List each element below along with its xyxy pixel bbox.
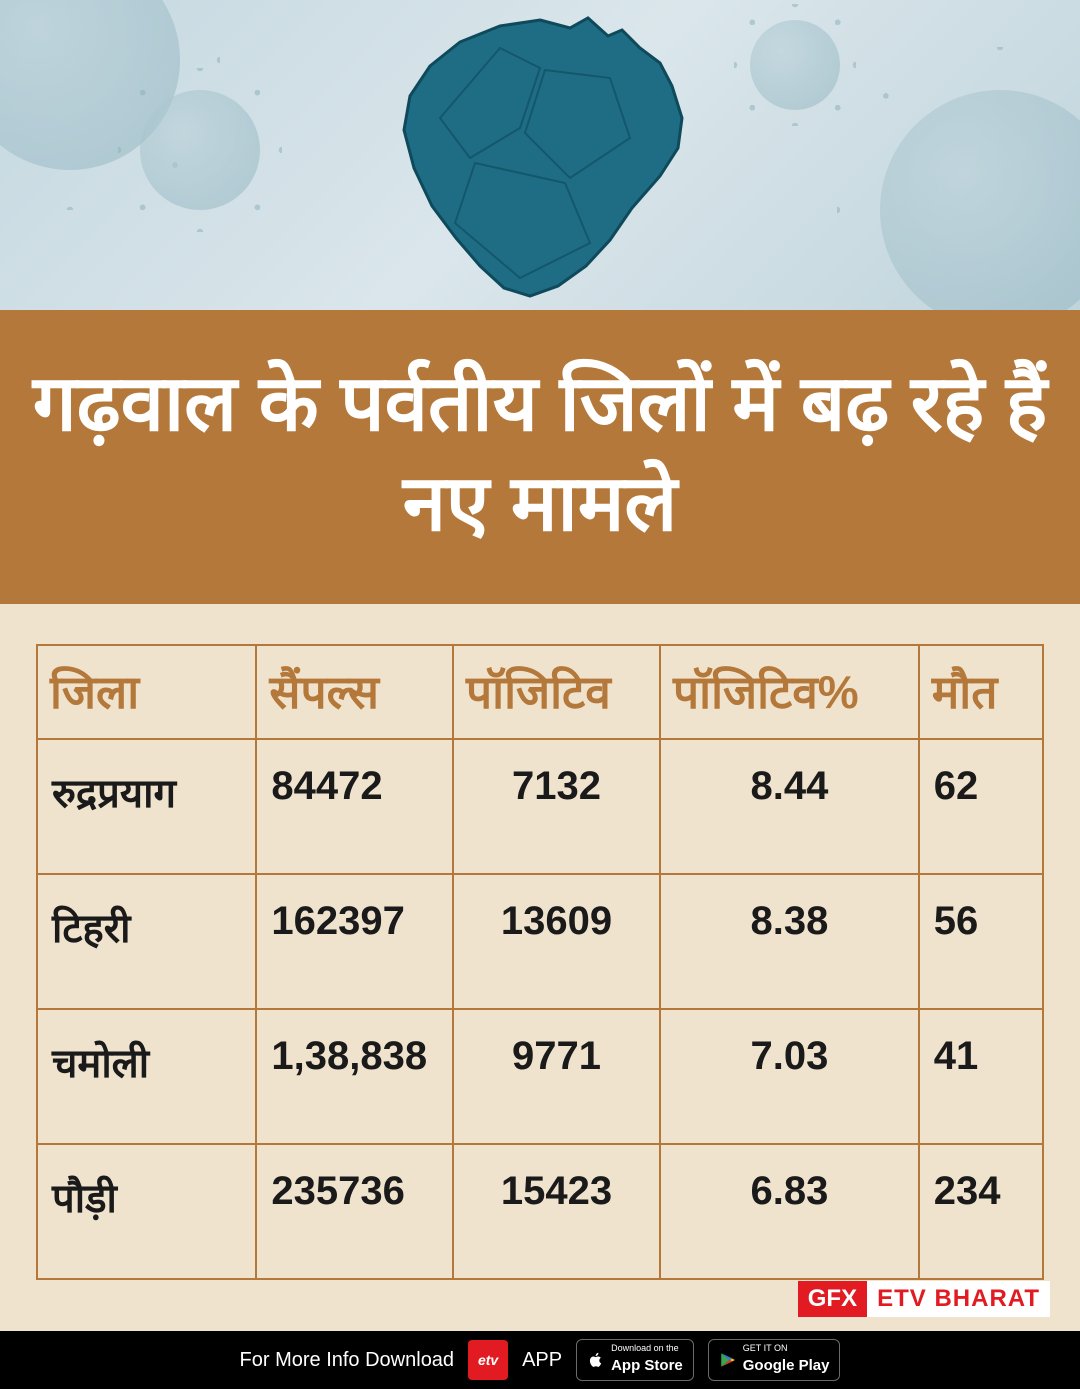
- virus-decoration: [750, 20, 840, 110]
- cell-positive: 13609: [453, 874, 660, 1009]
- table-row: टिहरी162397136098.3856: [37, 874, 1043, 1009]
- cell-positive-pct: 8.38: [660, 874, 919, 1009]
- cell-district: पौड़ी: [37, 1144, 256, 1279]
- etv-app-icon: etv: [468, 1340, 508, 1380]
- table-row: चमोली1,38,83897717.0341: [37, 1009, 1043, 1144]
- col-samples: सैंपल्स: [256, 645, 453, 739]
- brand-tag: GFX ETV BHARAT: [798, 1281, 1050, 1317]
- cell-positive: 15423: [453, 1144, 660, 1279]
- cell-samples: 1,38,838: [256, 1009, 453, 1144]
- gfx-badge: GFX: [798, 1281, 867, 1317]
- district-table: जिला सैंपल्स पॉजिटिव पॉजिटिव% मौत रुद्रप…: [36, 644, 1044, 1280]
- table-row: रुद्रप्रयाग8447271328.4462: [37, 739, 1043, 874]
- appstore-badge[interactable]: Download on the App Store: [576, 1339, 694, 1381]
- data-table-area: जिला सैंपल्स पॉजिटिव पॉजिटिव% मौत रुद्रप…: [0, 604, 1080, 1300]
- col-positive-pct: पॉजिटिव%: [660, 645, 919, 739]
- cell-positive-pct: 6.83: [660, 1144, 919, 1279]
- footer-bar: For More Info Download etv APP Download …: [0, 1331, 1080, 1389]
- col-death: मौत: [919, 645, 1043, 739]
- table-header-row: जिला सैंपल्स पॉजिटिव पॉजिटिव% मौत: [37, 645, 1043, 739]
- title-band: गढ़वाल के पर्वतीय जिलों में बढ़ रहे हैं …: [0, 310, 1080, 604]
- cell-samples: 235736: [256, 1144, 453, 1279]
- googleplay-icon: [719, 1351, 737, 1369]
- play-big: Google Play: [743, 1357, 830, 1374]
- appstore-tiny: Download on the: [611, 1344, 683, 1353]
- cell-district: टिहरी: [37, 874, 256, 1009]
- cell-positive: 7132: [453, 739, 660, 874]
- state-map-icon: [360, 8, 720, 308]
- play-tiny: GET IT ON: [743, 1344, 830, 1353]
- cell-district: रुद्रप्रयाग: [37, 739, 256, 874]
- table-row: पौड़ी235736154236.83234: [37, 1144, 1043, 1279]
- cell-samples: 162397: [256, 874, 453, 1009]
- appstore-big: App Store: [611, 1357, 683, 1374]
- cell-samples: 84472: [256, 739, 453, 874]
- footer-text: For More Info Download: [240, 1349, 455, 1372]
- hero-banner: [0, 0, 1080, 310]
- cell-death: 62: [919, 739, 1043, 874]
- cell-death: 234: [919, 1144, 1043, 1279]
- cell-positive-pct: 7.03: [660, 1009, 919, 1144]
- col-district: जिला: [37, 645, 256, 739]
- cell-death: 56: [919, 874, 1043, 1009]
- apple-icon: [587, 1351, 605, 1369]
- cell-district: चमोली: [37, 1009, 256, 1144]
- cell-positive: 9771: [453, 1009, 660, 1144]
- virus-decoration: [140, 90, 260, 210]
- virus-decoration: [880, 90, 1080, 310]
- col-positive: पॉजिटिव: [453, 645, 660, 739]
- googleplay-badge[interactable]: GET IT ON Google Play: [708, 1339, 841, 1381]
- etv-bharat-badge: ETV BHARAT: [867, 1281, 1050, 1317]
- cell-death: 41: [919, 1009, 1043, 1144]
- cell-positive-pct: 8.44: [660, 739, 919, 874]
- app-label: APP: [522, 1349, 562, 1372]
- headline: गढ़वाल के पर्वतीय जिलों में बढ़ रहे हैं …: [30, 354, 1050, 554]
